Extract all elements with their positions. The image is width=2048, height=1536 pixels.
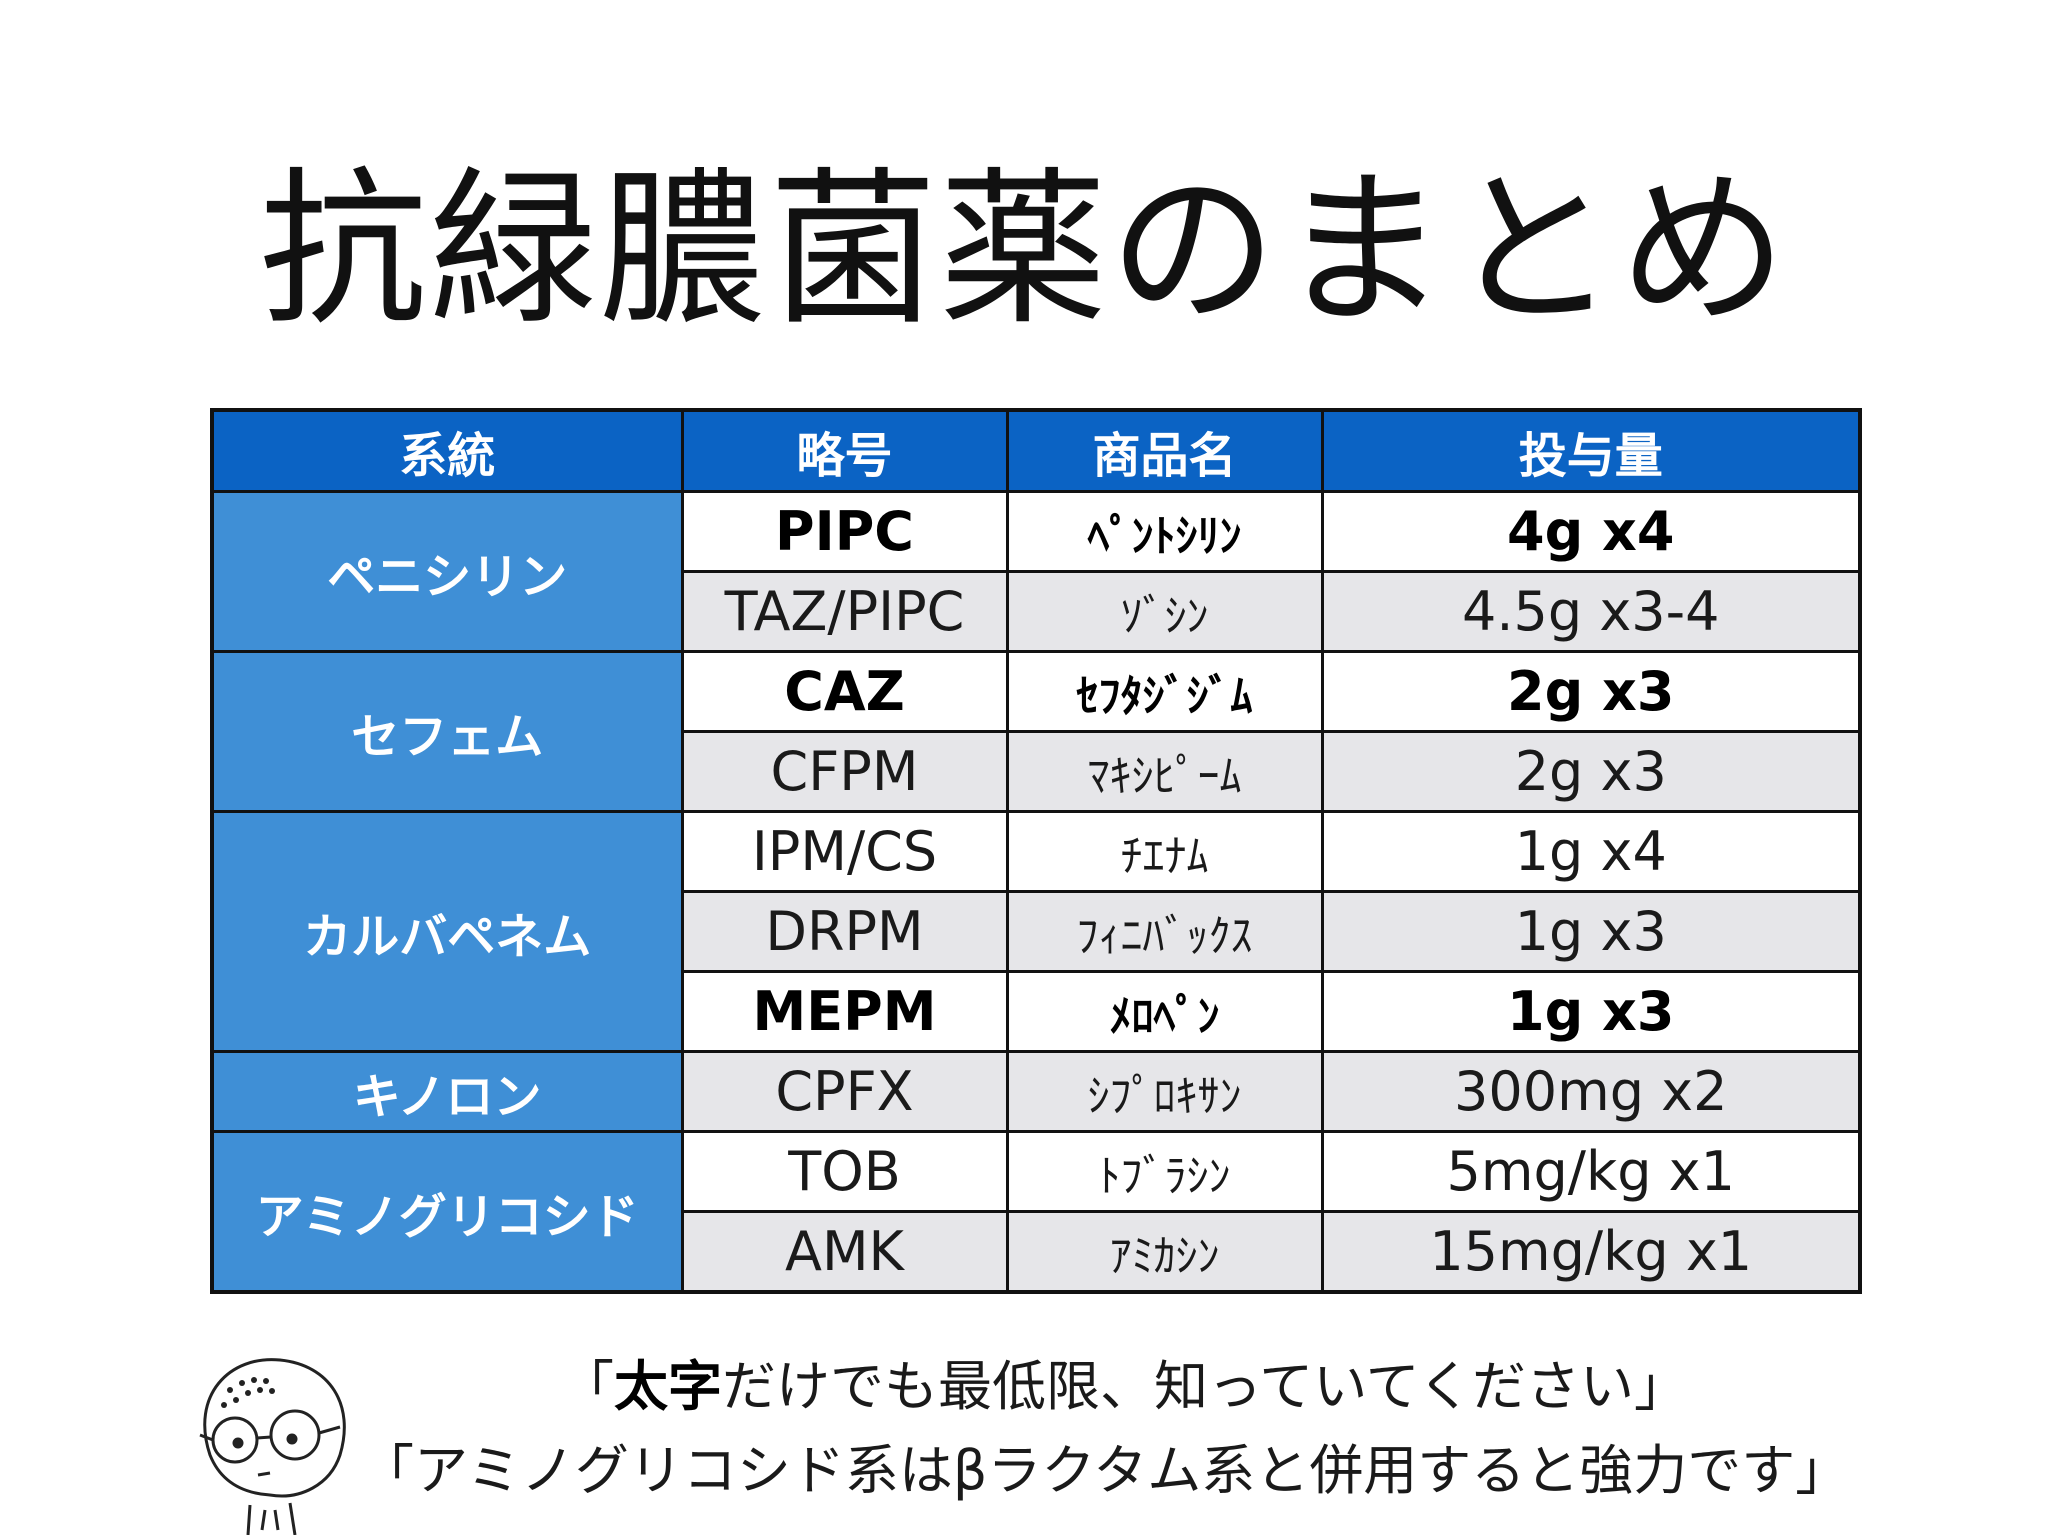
brand-name-cell: ﾏｷｼﾋﾟｰﾑ xyxy=(1005,730,1324,813)
table-row: AMK ｱﾐｶｼﾝ 15mg/kg x1 xyxy=(212,1210,1862,1294)
abbr-cell: IPM/CS xyxy=(680,810,1009,893)
abbr-cell: TAZ/PIPC xyxy=(680,570,1009,653)
header-abbreviation: 略号 xyxy=(680,408,1009,493)
doctor-avatar-icon xyxy=(199,1358,346,1535)
abbr-cell: DRPM xyxy=(680,890,1009,973)
dose-cell: 2g x3 xyxy=(1320,730,1862,813)
note-aminoglycoside-combo: 「アミノグリコシド系はβラクタム系と併用すると強力です」 xyxy=(360,1439,1850,1502)
table-row: DRPM ﾌｨﾆﾊﾞｯｸｽ 1g x3 xyxy=(212,890,1862,973)
slide-title: 抗緑膿菌薬のまとめ xyxy=(259,152,1789,348)
brand-name-cell: ﾌｨﾆﾊﾞｯｸｽ xyxy=(1005,890,1324,973)
dose-cell: 1g x4 xyxy=(1320,810,1862,893)
abbr-cell: AMK xyxy=(680,1210,1009,1294)
dose-cell: 15mg/kg x1 xyxy=(1320,1210,1862,1294)
brand-name-cell: ｱﾐｶｼﾝ xyxy=(1005,1210,1324,1294)
abbr-cell: PIPC xyxy=(680,490,1009,573)
table-row: カルバペネム IPM/CS ﾁｴﾅﾑ 1g x4 xyxy=(210,810,1862,1053)
brand-name-cell: ﾄﾌﾞﾗｼﾝ xyxy=(1005,1130,1324,1213)
brand-name-cell: ｾﾌﾀｼﾞｼﾞﾑ xyxy=(1005,650,1324,733)
brand-name-cell: ﾍﾟﾝﾄｼﾘﾝ xyxy=(1005,490,1324,573)
category-carbapenem: カルバペネム xyxy=(210,810,684,1053)
category-penicillin: ペニシリン xyxy=(210,490,684,653)
abbr-cell: TOB xyxy=(680,1130,1009,1213)
category-quinolone: キノロン xyxy=(210,1050,684,1133)
brand-name-cell: ﾒﾛﾍﾟﾝ xyxy=(1005,970,1324,1053)
table-row: ペニシリン PIPC ﾍﾟﾝﾄｼﾘﾝ 4g x4 xyxy=(210,490,1862,653)
note-line1-text: だけでも最低限、知っていてください」 xyxy=(722,1355,1689,1418)
table-row: セフェム CAZ ｾﾌﾀｼﾞｼﾞﾑ 2g x3 xyxy=(210,650,1862,813)
dose-cell: 4.5g x3-4 xyxy=(1320,570,1862,653)
table-row: MEPM ﾒﾛﾍﾟﾝ 1g x3 xyxy=(212,970,1862,1053)
category-aminoglycoside: アミノグリコシド xyxy=(210,1130,684,1294)
header-class: 系統 xyxy=(210,408,684,493)
table-row: アミノグリコシド TOB ﾄﾌﾞﾗｼﾝ 5mg/kg x1 xyxy=(210,1130,1862,1294)
brand-name-cell: ｿﾞｼﾝ xyxy=(1005,570,1324,653)
brand-name-cell: ﾁｴﾅﾑ xyxy=(1005,810,1324,893)
abbr-cell: CPFX xyxy=(680,1050,1009,1133)
dose-cell: 4g x4 xyxy=(1320,490,1862,573)
abbr-cell: CFPM xyxy=(680,730,1009,813)
abbr-cell: MEPM xyxy=(680,970,1009,1053)
antipseudomonal-drug-table: 系統 略号 商品名 投与量 ペニシリン PIPC ﾍﾟﾝﾄｼﾘﾝ 4g x4 T… xyxy=(210,408,1862,1294)
abbr-cell: CAZ xyxy=(680,650,1009,733)
dose-cell: 1g x3 xyxy=(1320,890,1862,973)
dose-cell: 2g x3 xyxy=(1320,650,1862,733)
table-header-row: 系統 略号 商品名 投与量 xyxy=(210,408,1862,493)
brand-name-cell: ｼﾌﾟﾛｷｻﾝ xyxy=(1005,1050,1324,1133)
dose-cell: 5mg/kg x1 xyxy=(1320,1130,1862,1213)
header-brand-name: 商品名 xyxy=(1005,408,1324,493)
table-row: CFPM ﾏｷｼﾋﾟｰﾑ 2g x3 xyxy=(212,730,1862,813)
table-row: キノロン CPFX ｼﾌﾟﾛｷｻﾝ 300mg x2 xyxy=(210,1050,1862,1133)
note-open-bracket: 「 xyxy=(560,1355,614,1418)
dose-cell: 300mg x2 xyxy=(1320,1050,1862,1133)
dose-cell: 1g x3 xyxy=(1320,970,1862,1053)
category-cephem: セフェム xyxy=(210,650,684,813)
note-bold-minimum: 「太字だけでも最低限、知っていてください」 xyxy=(560,1352,1688,1422)
header-dose: 投与量 xyxy=(1320,408,1862,493)
note-bold-word: 太字 xyxy=(614,1355,722,1418)
table-row: TAZ/PIPC ｿﾞｼﾝ 4.5g x3-4 xyxy=(212,570,1862,653)
